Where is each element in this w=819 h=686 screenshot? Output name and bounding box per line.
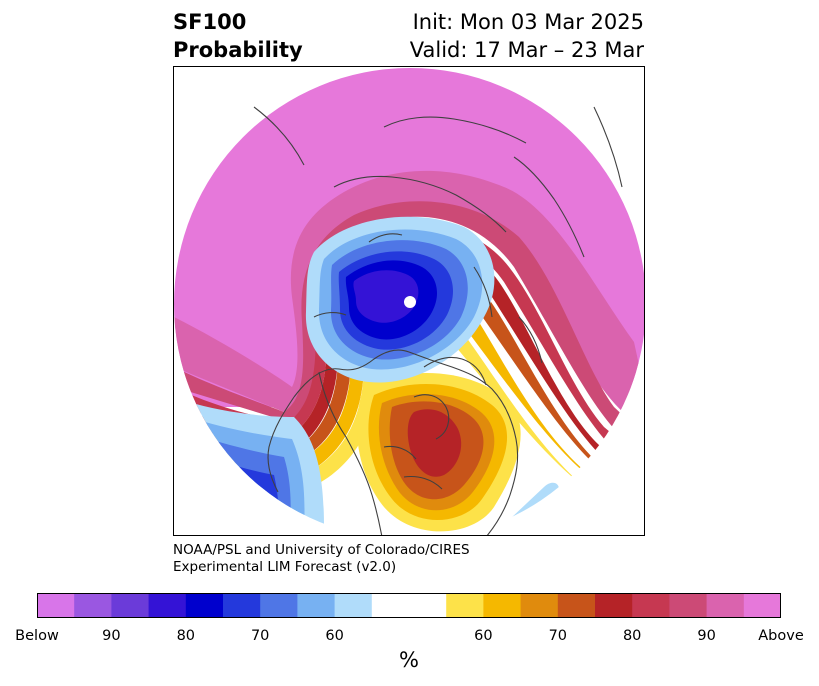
coastline-path xyxy=(293,349,519,535)
colorbar-segment xyxy=(743,593,781,618)
title-variable-name: SF100 xyxy=(173,10,247,34)
colorbar-tick-label: Above xyxy=(758,628,804,644)
credit-line-1: NOAA/PSL and University of Colorado/CIRE… xyxy=(173,542,470,558)
colorbar-segment xyxy=(185,593,224,618)
colorbar-segment xyxy=(446,593,484,618)
above-region-max xyxy=(174,68,644,407)
colorbar-segment xyxy=(557,593,596,618)
colorbar-tick-label: 60 xyxy=(474,628,493,644)
title-valid-range: Valid: 17 Mar – 23 Mar xyxy=(409,38,644,62)
coastline-path xyxy=(313,312,347,318)
colorbar-segment xyxy=(334,593,373,618)
colorbar-tick-label: 90 xyxy=(102,628,121,644)
arctic-cold-80 xyxy=(353,270,419,323)
colorbar-segment xyxy=(520,593,559,618)
coastline-path xyxy=(423,356,487,386)
coastline-path xyxy=(513,156,585,258)
colorbar-tick-label: 70 xyxy=(548,628,568,644)
credit-line-2: Experimental LIM Forecast (v2.0) xyxy=(173,559,397,575)
coastline-path xyxy=(383,116,527,144)
coastline-path xyxy=(368,233,403,243)
colorbar-segment xyxy=(260,593,298,618)
title-init-date: Init: Mon 03 Mar 2025 xyxy=(412,10,644,34)
coastline-path xyxy=(333,175,507,233)
colorbar-segment xyxy=(37,593,75,618)
polar-map-svg xyxy=(174,68,644,535)
colorbar-tick-label: 70 xyxy=(250,628,270,644)
colorbar-border xyxy=(37,593,781,618)
title-dates: Init: Mon 03 Mar 2025 Valid: 17 Mar – 23… xyxy=(410,8,644,64)
credit-text: NOAA/PSL and University of Colorado/CIRE… xyxy=(173,542,470,576)
colorbar-tick-label: 80 xyxy=(622,628,642,644)
coastlines xyxy=(253,106,623,535)
colorbar xyxy=(37,593,781,618)
colorbar-segment xyxy=(223,593,261,618)
colorbar-segment xyxy=(632,593,670,618)
colorbar-tick-label: 60 xyxy=(325,628,344,644)
title-variable: SF100 Probability xyxy=(173,8,303,64)
probability-field xyxy=(174,68,644,535)
forecast-map xyxy=(173,66,645,536)
colorbar-segment xyxy=(297,593,336,618)
above-region-90 xyxy=(174,170,644,427)
colorbar-segment xyxy=(111,593,150,618)
coastline-path xyxy=(593,106,623,188)
coastline-path xyxy=(318,371,383,535)
colorbar-segment xyxy=(148,593,187,618)
coastline-path xyxy=(473,266,493,318)
colorbar-segment xyxy=(595,593,633,618)
colorbar-tick-label: 80 xyxy=(176,628,196,644)
title-variable-type: Probability xyxy=(173,38,303,62)
colorbar-segment xyxy=(483,593,522,618)
colorbar-unit: % xyxy=(399,648,419,672)
coastline-path xyxy=(413,394,450,440)
above-region-85 xyxy=(174,201,644,452)
colorbar-segment xyxy=(706,593,745,618)
coastline-path xyxy=(403,475,443,490)
north-pole-marker xyxy=(404,296,416,308)
colorbar-segment xyxy=(669,593,708,618)
colorbar-tick-label: 90 xyxy=(697,628,716,644)
above-region-80 xyxy=(174,224,644,472)
colorbar-segment xyxy=(74,593,112,618)
colorbar-tick-label: Below xyxy=(15,628,59,644)
coastline-path xyxy=(267,396,295,493)
colorbar-segment xyxy=(409,593,447,618)
coastline-path xyxy=(253,106,305,166)
colorbar-segment xyxy=(371,593,410,618)
coastline-path xyxy=(518,316,543,364)
coastline-path xyxy=(383,445,417,460)
